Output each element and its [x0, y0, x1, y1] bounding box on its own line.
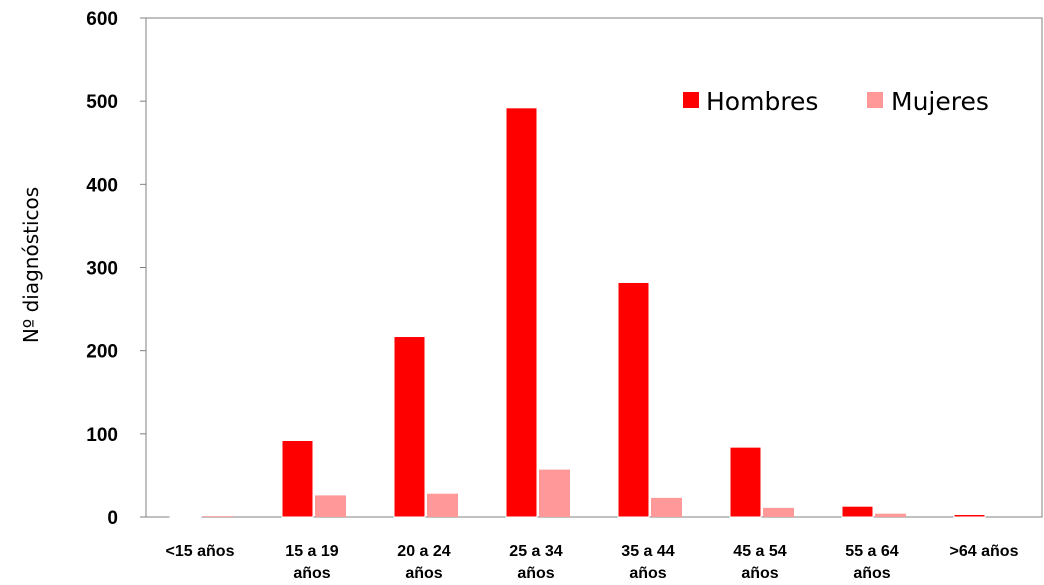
- legend-label-hombres: Hombres: [706, 87, 818, 116]
- y-tick-label: 100: [86, 425, 118, 446]
- bar-hombres: [841, 505, 874, 518]
- x-tick-label: 15 a 19 años: [285, 543, 338, 582]
- x-tick-label: 20 a 24 años: [397, 543, 450, 582]
- y-tick-label: 200: [86, 342, 118, 363]
- y-axis: 0 100 200 300 400 500 600: [86, 9, 146, 529]
- y-tick-label: 0: [107, 508, 118, 529]
- x-tick-label: 35 a 44 años: [621, 543, 674, 582]
- bar-hombres: [281, 439, 314, 518]
- bar-hombres: [729, 446, 762, 518]
- bar-mujeres: [763, 507, 794, 517]
- bar-hombres: [169, 515, 202, 518]
- bars: [169, 107, 986, 518]
- y-tick-label: 300: [86, 259, 118, 280]
- x-tick-label: <15 años: [166, 543, 235, 560]
- legend: Hombres Mujeres: [683, 87, 989, 116]
- x-axis: <15 años 15 a 19 años 20 a 24 años 25 a 34 año…: [166, 543, 1019, 582]
- bar-hombres: [393, 336, 426, 518]
- x-tick-label: >64 años: [950, 543, 1019, 560]
- bar-mujeres: [651, 497, 682, 517]
- bar-hombres: [505, 107, 538, 518]
- y-axis-label: Nº diagnósticos: [19, 187, 43, 343]
- bar-mujeres: [315, 495, 346, 517]
- y-tick-label: 500: [86, 92, 118, 113]
- legend-swatch-mujeres: [867, 92, 883, 108]
- bar-mujeres: [539, 469, 570, 517]
- y-tick-label: 400: [86, 175, 118, 196]
- x-tick-label: 55 a 64 años: [845, 543, 898, 582]
- bar-hombres: [617, 281, 650, 518]
- bar-hombres: [953, 514, 986, 518]
- x-tick-label: 45 a 54 años: [733, 543, 786, 582]
- y-tick-label: 600: [86, 9, 118, 30]
- bar-mujeres: [203, 516, 234, 517]
- legend-label-mujeres: Mujeres: [891, 87, 989, 116]
- x-tick-label: 25 a 34 años: [509, 543, 562, 582]
- bar-mujeres: [875, 513, 906, 517]
- bar-mujeres: [427, 493, 458, 517]
- legend-swatch-hombres: [683, 92, 699, 108]
